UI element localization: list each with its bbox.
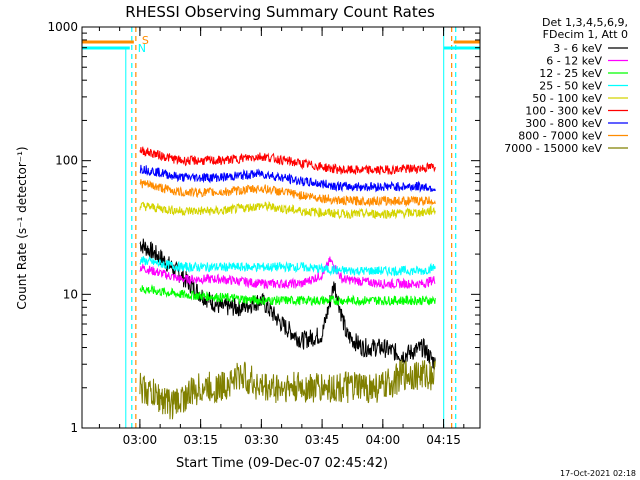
legend-header-line-2: FDecim 1, Att 0 <box>543 28 628 41</box>
plot-frame <box>81 26 481 429</box>
y-tick-label: 100 <box>55 154 78 168</box>
legend-label-8: 7000 - 15000 keV <box>504 142 602 155</box>
legend-label-2: 12 - 25 keV <box>539 67 602 80</box>
x-tick-label: 04:00 <box>366 433 401 447</box>
y-tick-label: 1 <box>70 421 78 435</box>
axes-layer: 1 10 100 1000 03:00 03:15 03:30 03:45 04:00 04:15 <box>47 20 480 447</box>
legend-label-1: 6 - 12 keV <box>546 55 602 68</box>
marker-s-label: S <box>142 34 149 47</box>
data-layer: SN <box>82 27 480 428</box>
series-line-0 <box>139 238 436 370</box>
y-tick-label: 1000 <box>47 20 78 34</box>
chart-title: RHESSI Observing Summary Count Rates <box>125 3 435 21</box>
legend-label-7: 800 - 7000 keV <box>518 130 602 143</box>
series-line-1 <box>139 256 436 290</box>
x-tick-label: 03:45 <box>305 433 340 447</box>
x-tick-label: 04:15 <box>426 433 461 447</box>
series-line-2 <box>139 283 436 307</box>
series-line-5 <box>139 146 436 176</box>
x-axis-label: Start Time (09-Dec-07 02:45:42) <box>176 456 388 471</box>
series-line-7 <box>139 179 436 208</box>
series-line-3 <box>139 256 436 277</box>
legend-header-line-1: Det 1,3,4,5,6,9, <box>542 16 628 29</box>
marker-n-label: N <box>138 42 146 55</box>
legend-label-0: 3 - 6 keV <box>553 42 602 55</box>
x-tick-label: 03:30 <box>244 433 279 447</box>
series-line-8 <box>139 359 436 420</box>
legend-label-6: 300 - 800 keV <box>525 117 602 130</box>
footer-timestamp: 17-Oct-2021 02:18 <box>560 469 636 478</box>
x-tick-label: 03:00 <box>123 433 158 447</box>
y-tick-label: 10 <box>63 287 78 301</box>
legend-label-4: 50 - 100 keV <box>532 92 602 105</box>
legend-label-5: 100 - 300 keV <box>525 105 602 118</box>
series-line-6 <box>139 164 436 193</box>
series-line-4 <box>139 200 436 220</box>
legend-label-3: 25 - 50 keV <box>539 80 602 93</box>
y-axis-label: Count Rate (s⁻¹ detector⁻¹) <box>15 146 29 309</box>
x-tick-label: 03:15 <box>183 433 218 447</box>
